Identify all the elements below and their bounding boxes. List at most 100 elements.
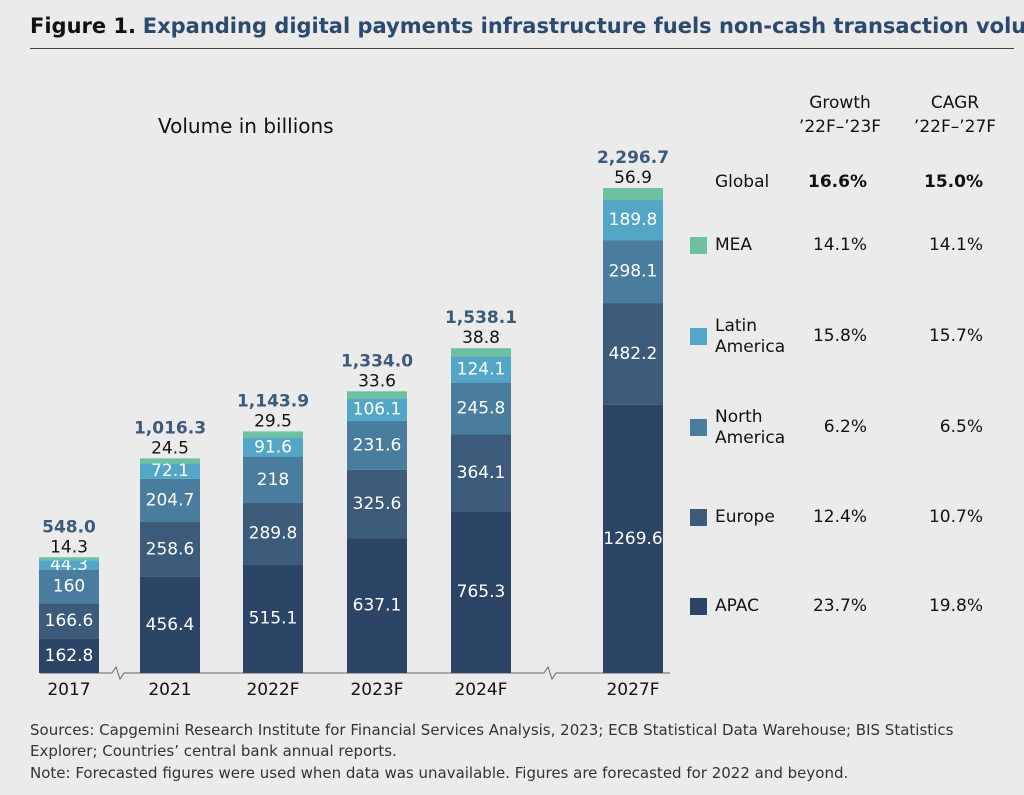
total-label: 1,334.0: [341, 351, 413, 371]
bar-segment: [140, 478, 200, 523]
legend-label: Europe: [715, 507, 775, 527]
total-label: 1,016.3: [134, 418, 206, 438]
value-label: 124.1: [457, 359, 506, 379]
bar-segment: [140, 522, 200, 577]
bar-segment: [451, 356, 511, 383]
bar-segment: [347, 420, 407, 470]
value-label: 29.5: [254, 411, 292, 431]
bar-segment: [347, 391, 407, 399]
bar-segment: [243, 503, 303, 565]
bar-segment: [347, 398, 407, 421]
value-label: 14.3: [50, 537, 88, 557]
sources: Sources: Capgemini Research Institute fo…: [30, 721, 954, 760]
total-label: 2,296.7: [597, 148, 669, 168]
column-header: ’22F–’27F: [913, 117, 997, 137]
value-label: 245.8: [457, 399, 506, 419]
title: Figure 1. Expanding digital payments inf…: [30, 14, 1024, 38]
bar-segment: [603, 200, 663, 241]
x-tick-label: 2022F: [246, 680, 299, 700]
x-tick-label: 2027F: [606, 680, 659, 700]
bar-segment: [603, 404, 663, 673]
growth-value: 16.6%: [808, 172, 867, 192]
value-label: 38.8: [462, 328, 500, 348]
total-label: 1,538.1: [445, 308, 517, 328]
bar-segment: [243, 437, 303, 457]
bar-segment: [243, 431, 303, 438]
value-label: 289.8: [249, 524, 298, 544]
title-rule: [30, 48, 1014, 49]
note: Note: Forecasted figures were used when …: [30, 764, 849, 782]
value-label: 515.1: [249, 609, 298, 629]
x-tick-label: 2024F: [454, 680, 507, 700]
value-label: 364.1: [457, 463, 506, 483]
cagr-value: 6.5%: [939, 417, 983, 437]
bar-segment: [39, 560, 99, 570]
cagr-value: 15.7%: [928, 326, 983, 346]
bar-segment: [347, 469, 407, 539]
value-label: 231.6: [353, 435, 402, 455]
legend-swatch: [690, 509, 707, 526]
growth-value: 23.7%: [812, 596, 867, 616]
value-label: 106.1: [353, 400, 402, 420]
value-label: 160: [53, 577, 85, 597]
value-label: 456.4: [146, 615, 195, 635]
value-label: 482.2: [609, 344, 658, 364]
x-tick-label: 2021: [148, 680, 191, 700]
value-label: 258.6: [146, 539, 195, 559]
legend-label: North America: [715, 407, 786, 448]
value-label: 56.9: [614, 168, 652, 188]
legend-swatch: [690, 419, 707, 436]
growth-value: 15.8%: [812, 326, 867, 346]
title-text: Expanding digital payments infrastructur…: [142, 14, 1024, 38]
growth-value: 14.1%: [812, 235, 867, 255]
value-label: 765.3: [457, 582, 506, 602]
column-header: CAGR: [930, 93, 980, 113]
growth-value: 6.2%: [823, 417, 867, 437]
value-label: 72.1: [151, 461, 189, 481]
row-label: Global: [715, 172, 770, 192]
legend-label: APAC: [715, 596, 759, 616]
bar-segment: [451, 382, 511, 435]
value-label: 325.6: [353, 494, 402, 514]
value-label: 33.6: [358, 371, 396, 391]
legend-swatch: [690, 598, 707, 615]
legend-swatch: [690, 328, 707, 345]
title-prefix: Figure 1.: [30, 14, 137, 38]
x-tick-label: 2017: [47, 680, 90, 700]
growth-value: 12.4%: [812, 507, 867, 527]
cagr-value: 15.0%: [924, 172, 983, 192]
bar-segment: [451, 511, 511, 673]
bar-segment: [603, 303, 663, 405]
x-tick-label: 2023F: [350, 680, 403, 700]
bar-segment: [347, 538, 407, 673]
value-label: 1269.6: [603, 529, 662, 549]
total-label: 548.0: [42, 517, 96, 537]
value-label: 91.6: [254, 437, 292, 457]
cagr-value: 19.8%: [928, 596, 983, 616]
column-header: ’22F–’23F: [798, 117, 882, 137]
value-label: 162.8: [45, 646, 94, 666]
value-label: 218: [257, 470, 289, 490]
bar-segment: [140, 576, 200, 673]
bar-segment: [603, 188, 663, 201]
value-label: 637.1: [353, 596, 402, 616]
total-label: 1,143.9: [237, 391, 309, 411]
bar-segment: [140, 458, 200, 464]
value-label: 204.7: [146, 490, 195, 510]
value-label: 189.8: [609, 210, 658, 230]
column-header: Growth: [809, 93, 871, 113]
cagr-value: 14.1%: [928, 235, 983, 255]
bar-segment: [451, 434, 511, 512]
bar-segment: [39, 638, 99, 673]
value-label: 24.5: [151, 438, 189, 458]
bar-segment: [243, 564, 303, 673]
legend-swatch: [690, 237, 707, 254]
bar-segment: [140, 463, 200, 479]
cagr-value: 10.7%: [928, 507, 983, 527]
value-label: 298.1: [609, 262, 658, 282]
legend-label: Latin America: [715, 316, 786, 357]
bar-segment: [243, 456, 303, 504]
baseline: [40, 665, 670, 681]
